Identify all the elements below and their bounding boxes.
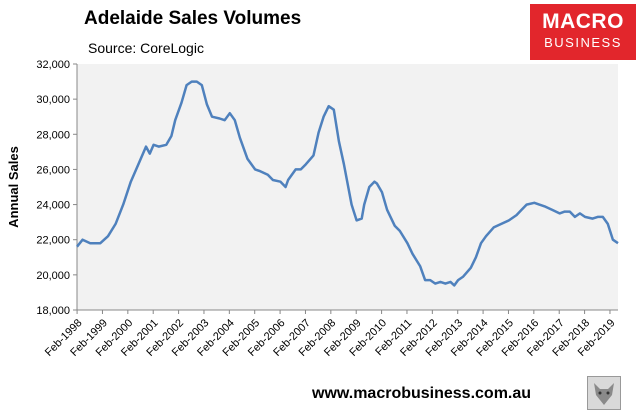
y-tick-label: 20,000	[36, 270, 70, 282]
y-tick-label: 24,000	[36, 200, 70, 212]
axes	[76, 64, 618, 311]
x-axis-ticks: Feb-1998Feb-1999Feb-2000Feb-2001Feb-2002…	[43, 310, 618, 359]
y-tick-label: 30,000	[36, 94, 70, 106]
macrobusiness-logo: MACRO BUSINESS	[530, 4, 636, 60]
y-axis-label: Annual Sales	[6, 146, 21, 228]
y-tick-label: 18,000	[36, 305, 70, 317]
line-chart: 18,000 20,000 22,000 24,000 26,000 28,000 30,0…	[6, 59, 619, 359]
footer-url: www.macrobusiness.com.au	[312, 385, 532, 402]
logo-line-1: MACRO	[542, 10, 624, 33]
logo-line-2: BUSINESS	[544, 35, 622, 50]
y-tick-label: 22,000	[36, 235, 70, 247]
y-tick-label: 28,000	[36, 129, 70, 141]
y-tick-label: 26,000	[36, 164, 70, 176]
y-axis-ticks: 18,000 20,000 22,000 24,000 26,000 28,000 30,0…	[36, 59, 77, 317]
y-tick-label: 32,000	[36, 59, 70, 71]
chart-subtitle: Source: CoreLogic	[88, 40, 204, 56]
series-line-annual-sales	[76, 80, 619, 287]
wolf-icon	[587, 376, 621, 410]
chart-title: Adelaide Sales Volumes	[84, 8, 302, 29]
